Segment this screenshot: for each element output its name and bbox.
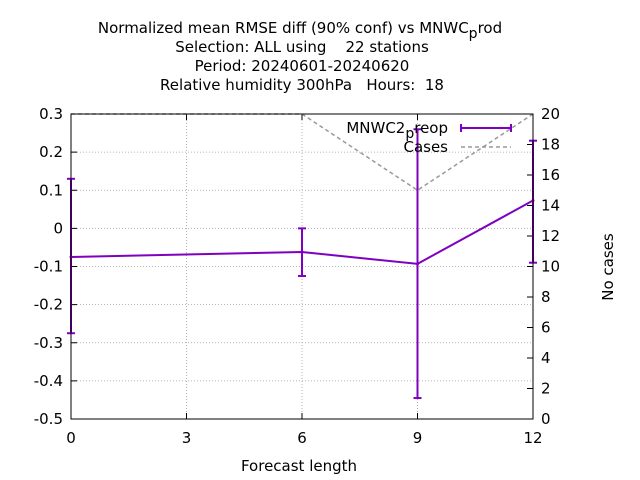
legend: MNWC2preop Cases (346, 119, 512, 156)
y-tick-label: -0.4 (34, 372, 63, 390)
title-tail: rod (478, 19, 503, 37)
x-axis-label: Forecast length (241, 457, 357, 475)
x-tick-label: 12 (523, 429, 542, 447)
y-tick-label: -0.1 (34, 258, 63, 276)
x-tick-label: 6 (297, 429, 307, 447)
x-tick-label: 9 (413, 429, 423, 447)
y2-tick-label: 4 (541, 349, 551, 367)
y2-tick-label: 10 (541, 258, 560, 276)
mnwc2-point (300, 250, 304, 254)
title-line-3: Period: 20240601-20240620 (195, 57, 410, 75)
x-tick-label: 0 (66, 429, 76, 447)
y-tick-label: 0.2 (39, 143, 63, 161)
chart-title: Normalized mean RMSE diff (90% conf) vs … (98, 19, 502, 94)
legend-swatch-mnwc2 (460, 124, 512, 132)
ticks: -0.5 -0.4 -0.3 -0.2 -0.1 0 0.1 0.2 0.3 0 2 4 6 8 10 12 1… (34, 105, 560, 447)
y2-tick-label: 8 (541, 288, 551, 306)
y-tick-label: -0.5 (34, 410, 63, 428)
y2-tick-label: 0 (541, 410, 551, 428)
y2-axis-label: No cases (599, 233, 617, 301)
plot-border (70, 113, 534, 420)
x-tick-label: 3 (182, 429, 192, 447)
mnwc2-line (70, 199, 534, 265)
legend-label-cases: Cases (403, 138, 448, 156)
y2-tick-label: 14 (541, 197, 560, 215)
y-tick-label: -0.3 (34, 334, 63, 352)
y2-tick-label: 16 (541, 166, 560, 184)
legend-label-mnwc2: MNWC2preop (346, 119, 448, 142)
title-sub: p (469, 26, 478, 42)
y-tick-label: 0.1 (39, 181, 63, 199)
y2-tick-label: 20 (541, 105, 560, 123)
title-line-2: Selection: ALL using 22 stations (175, 38, 429, 56)
y2-tick-label: 6 (541, 319, 551, 337)
y2-tick-label: 2 (541, 380, 551, 398)
y2-tick-label: 18 (541, 136, 560, 154)
title-line-1: Normalized mean RMSE diff (90% conf) vs … (98, 19, 502, 42)
y-tick-label: 0.3 (39, 105, 63, 123)
title-line-4: Relative humidity 300hPa Hours: 18 (160, 76, 444, 94)
y-tick-label: -0.2 (34, 296, 63, 314)
y2-tick-label: 12 (541, 227, 560, 245)
y-tick-label: 0 (53, 219, 63, 237)
mnwc2-point (416, 262, 419, 266)
